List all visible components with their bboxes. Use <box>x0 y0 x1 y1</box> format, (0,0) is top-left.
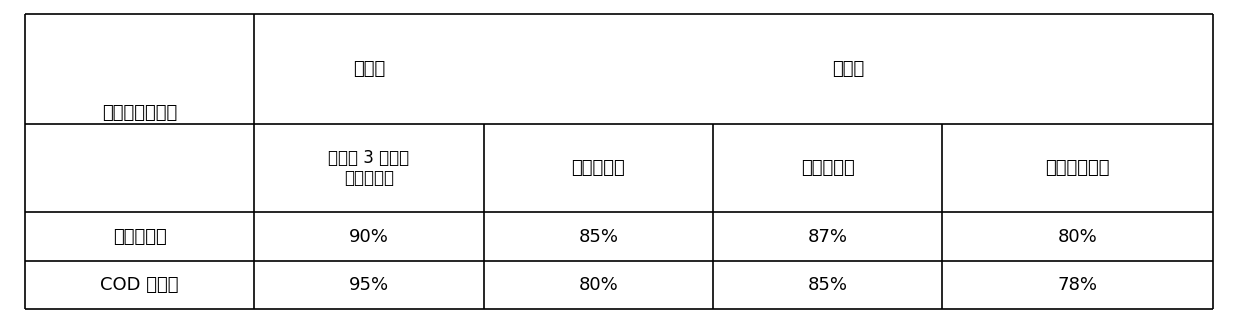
Text: 实验组: 实验组 <box>352 60 386 78</box>
Text: 80%: 80% <box>578 276 619 294</box>
Text: 污染物去除效果: 污染物去除效果 <box>102 104 177 122</box>
Text: 不含硅藻土: 不含硅藻土 <box>801 159 854 177</box>
Text: 95%: 95% <box>348 276 389 294</box>
Text: 不含聚谷氨酸: 不含聚谷氨酸 <box>1045 159 1110 177</box>
Text: 85%: 85% <box>807 276 848 294</box>
Text: 87%: 87% <box>807 228 848 246</box>
Text: 对照组: 对照组 <box>832 60 864 78</box>
Text: 78%: 78% <box>1058 276 1097 294</box>
Text: 氨氮去除率: 氨氮去除率 <box>113 228 166 246</box>
Text: 实施例 3 所得微
生物包埋剂: 实施例 3 所得微 生物包埋剂 <box>329 149 409 187</box>
Text: 90%: 90% <box>348 228 389 246</box>
Text: 85%: 85% <box>578 228 619 246</box>
Text: COD 去除率: COD 去除率 <box>100 276 179 294</box>
Text: 80%: 80% <box>1058 228 1097 246</box>
Text: 不含活性炭: 不含活性炭 <box>572 159 625 177</box>
